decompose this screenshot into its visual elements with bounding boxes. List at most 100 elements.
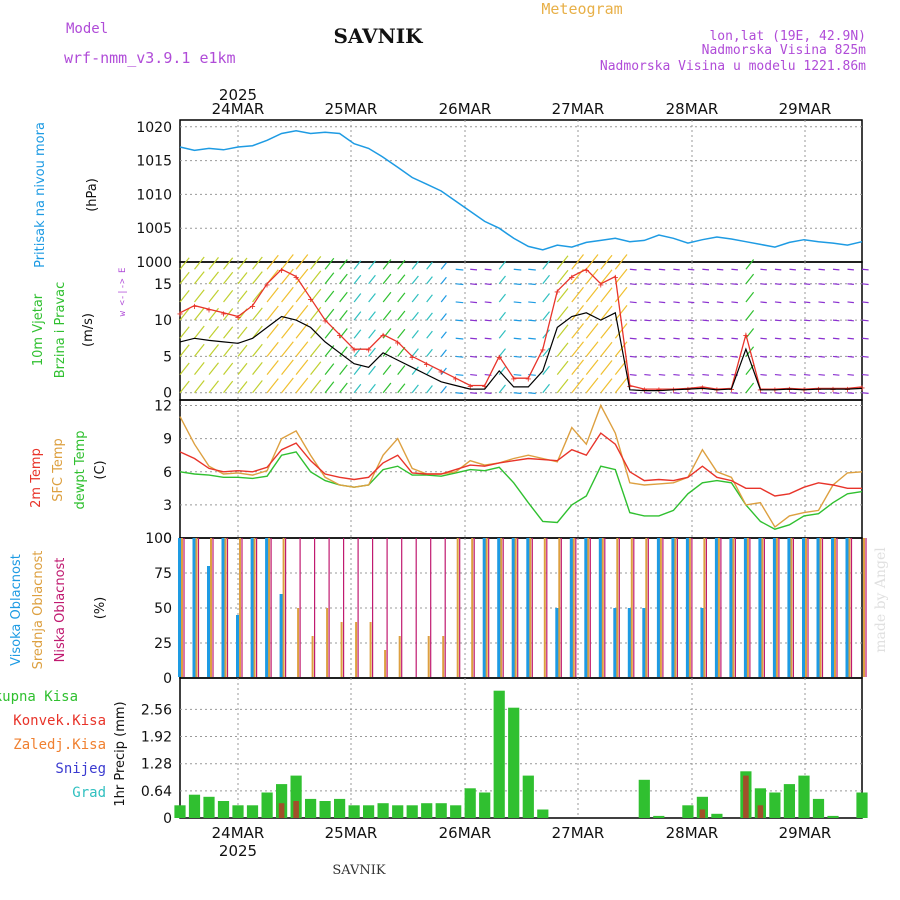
wind-barb — [528, 319, 536, 322]
wind-barb — [861, 392, 869, 394]
wind-barb — [426, 367, 433, 375]
legend-hail: Grad — [72, 785, 106, 801]
y-tick-label: 2.56 — [141, 702, 172, 718]
wind-barb — [208, 257, 219, 270]
wind-barb — [803, 301, 811, 304]
wind-gust-marker: + — [728, 384, 734, 395]
wind-barb — [281, 254, 294, 270]
wind-barb — [702, 337, 710, 340]
wind-barb — [310, 256, 322, 270]
precip-legend: Ukupna Kisa Konvek.Kisa Zaledj.Kisa Snij… — [0, 689, 106, 801]
wind-barb — [687, 355, 695, 358]
cloud-mid-bar — [645, 538, 648, 677]
wind-barb — [368, 347, 376, 357]
wind-barb — [411, 366, 419, 375]
wind-barb — [382, 291, 392, 303]
wind-barb — [600, 323, 613, 339]
wind-barb — [760, 337, 767, 340]
wind-barb — [847, 337, 854, 340]
cloud-mid-bar — [848, 538, 851, 677]
wind-barb — [411, 293, 419, 303]
precip-total-bar — [290, 775, 302, 818]
cloud-low-bar — [183, 538, 185, 677]
wind-barb — [585, 254, 599, 270]
cloud-low-bar — [560, 538, 562, 677]
wind-barb — [673, 355, 680, 358]
cloud-mid-bar — [834, 538, 836, 677]
y-tick-label: 0.64 — [141, 784, 172, 800]
y-tick-label: 9 — [163, 432, 172, 448]
wind-barb — [411, 311, 419, 321]
cloud-mid-bar — [224, 538, 227, 677]
wind-barb — [629, 373, 637, 376]
wind-barb — [237, 362, 248, 375]
bottom-year-label: 2025 — [219, 842, 257, 860]
cloud-high-bar — [729, 538, 734, 677]
wind-barb — [513, 392, 522, 395]
cloud-low-bar — [488, 538, 490, 677]
wind-barb — [397, 274, 406, 285]
wind-barb — [397, 328, 406, 339]
cloud-low-bar — [778, 538, 780, 677]
wind-barb — [716, 355, 724, 358]
wind-barb — [803, 355, 811, 358]
wind-barb — [382, 382, 392, 394]
panel-frame — [179, 399, 863, 539]
wind-barb — [513, 337, 522, 340]
y-tick-label: 1.28 — [141, 757, 172, 773]
elevation-label: Nadmorska Visina 825m — [702, 43, 867, 58]
cloud-high-bar — [178, 538, 182, 677]
wind-barb — [847, 373, 854, 376]
cloud-mid-bar — [659, 538, 662, 677]
wind-barb — [194, 325, 205, 339]
top-date-label: 29MAR — [779, 100, 832, 118]
wind-barb — [585, 341, 599, 357]
wind-barb — [687, 373, 695, 376]
wind-barb — [281, 341, 294, 357]
wind-gust-marker: + — [235, 312, 241, 323]
wind-barb — [745, 328, 755, 339]
wind-barb — [208, 380, 219, 394]
wind-barb — [470, 392, 478, 394]
pressure-line — [179, 130, 863, 251]
wind-barb — [542, 365, 550, 375]
cloud-mid-bar — [863, 538, 865, 677]
model-elevation-label: Nadmorska Visina u modelu 1221.86m — [600, 59, 866, 74]
bottom-date-label: 27MAR — [552, 824, 605, 842]
wind-barb — [252, 325, 263, 339]
wind-barb — [455, 283, 464, 286]
precip-total-bar — [682, 805, 694, 818]
wind-barb — [266, 341, 279, 357]
cloud-high-bar — [787, 538, 792, 677]
cloud-low-bar — [734, 538, 736, 677]
wind-gust-marker: + — [351, 345, 357, 356]
wind-barb — [673, 373, 680, 376]
wind-barb — [702, 268, 710, 271]
wind-barb — [440, 313, 447, 321]
precip-total-bar — [261, 792, 273, 818]
wind-barb — [760, 301, 767, 304]
cloud-low-bar — [430, 538, 432, 677]
cloud-low-bar — [473, 538, 475, 677]
wind-barb — [731, 355, 738, 358]
precip-total-bar — [406, 805, 418, 818]
wind-barb — [223, 344, 234, 357]
cloud-high-bar — [714, 538, 719, 677]
wind-barb — [702, 283, 710, 286]
wind-gust-marker: + — [830, 384, 836, 395]
wind-barb — [774, 355, 782, 358]
wind-barb — [818, 283, 825, 285]
cloud-mid-bar — [514, 538, 517, 677]
cloud-low-bar — [662, 538, 664, 677]
bottom-date-label: 26MAR — [439, 824, 492, 842]
wind-barb — [498, 366, 506, 375]
wind-barb — [585, 305, 599, 321]
wind-barb — [324, 257, 335, 270]
wind-barb — [818, 268, 825, 271]
y-tick-label: 15 — [154, 277, 172, 293]
wind-barb — [687, 301, 695, 304]
wind-barb — [339, 291, 348, 303]
cloud-low-bar — [865, 538, 867, 677]
wind-barb — [179, 344, 190, 357]
cloud-low-bar — [546, 538, 548, 677]
